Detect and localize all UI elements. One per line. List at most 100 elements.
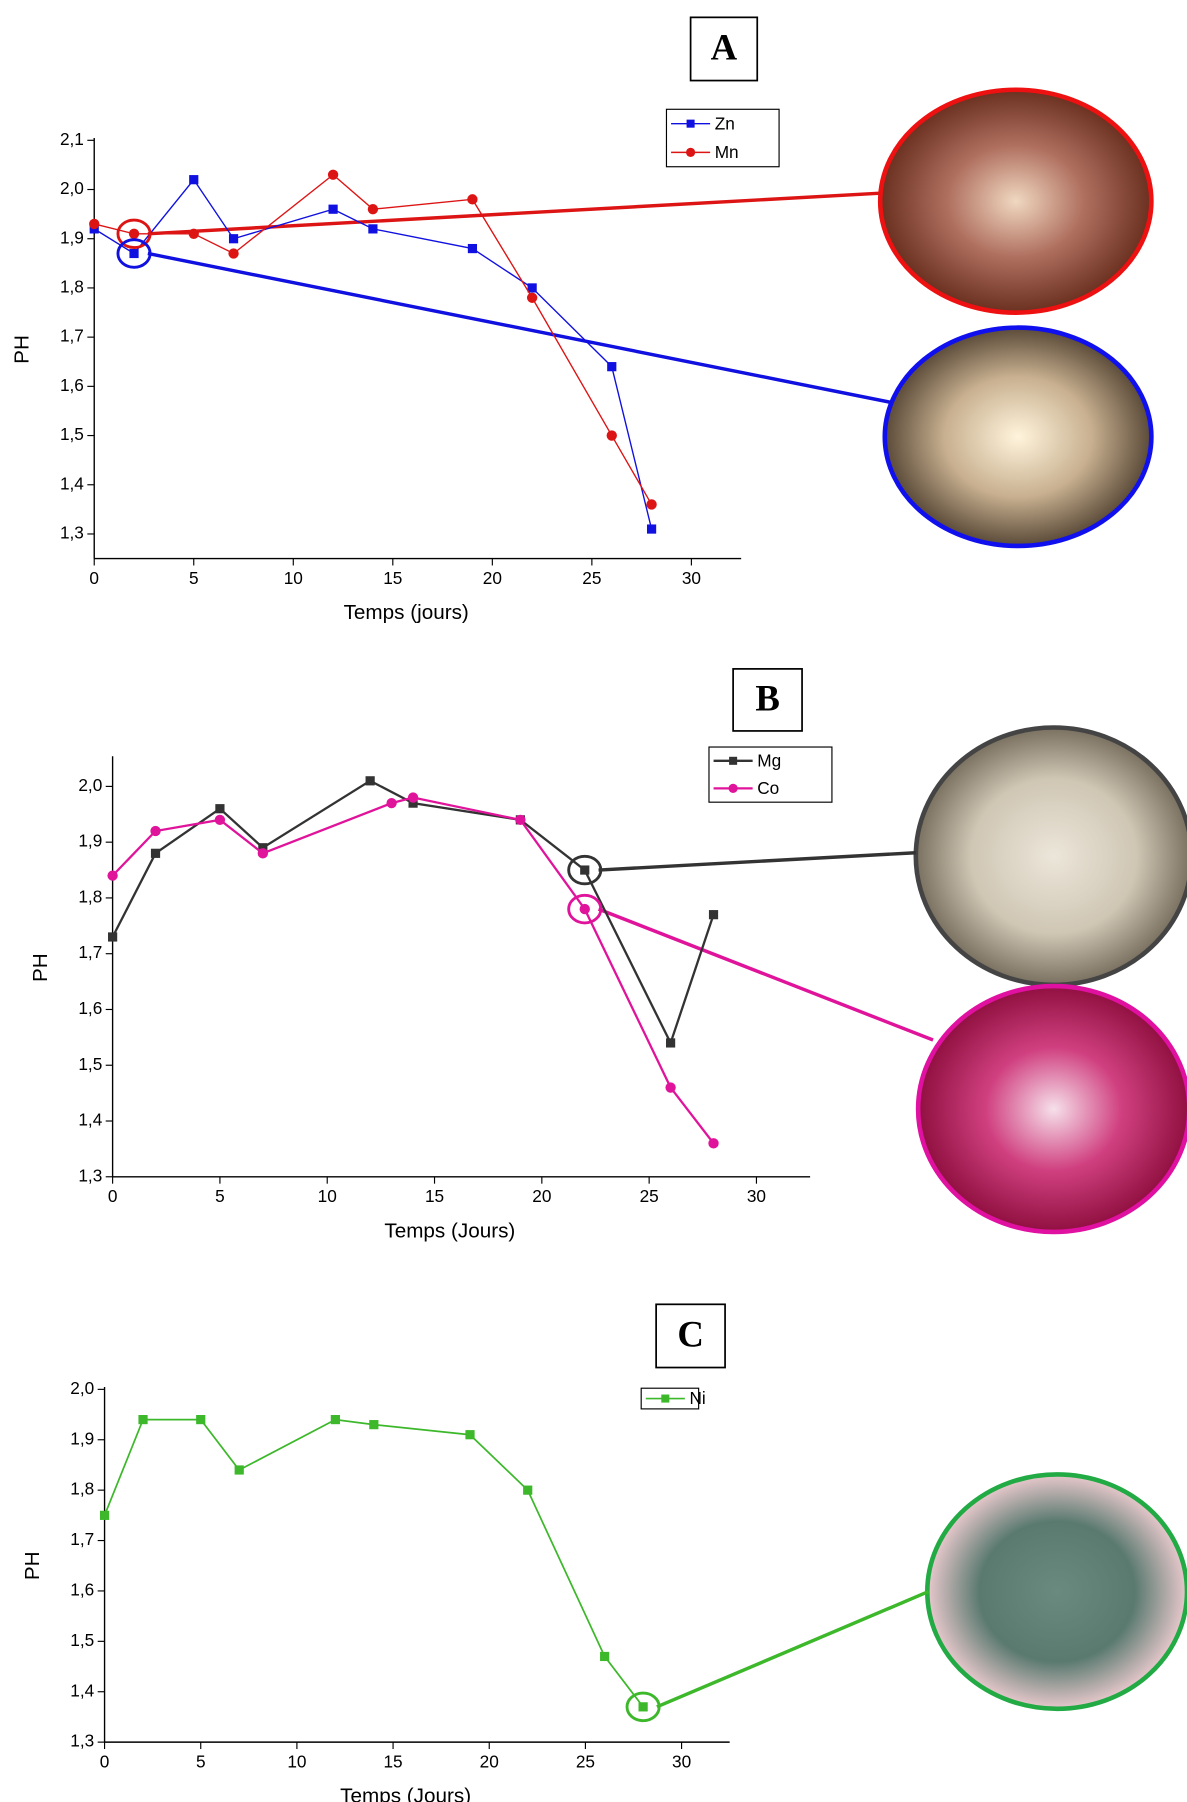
x-tick-label: 0 [89,568,99,588]
marker [151,849,160,858]
marker [515,815,525,825]
marker [366,776,375,785]
x-tick-label: 30 [747,1186,766,1206]
y-tick-label: 1,3 [70,1731,94,1751]
series-line [105,1420,644,1707]
marker [368,204,378,214]
x-tick-label: 0 [108,1186,118,1206]
marker [607,362,616,371]
x-tick-label: 20 [480,1751,499,1771]
x-tick-label: 0 [100,1751,110,1771]
legend-label: Mn [715,142,739,162]
micrograph [918,986,1187,1232]
marker [235,1465,244,1474]
marker [368,224,377,233]
marker [215,815,225,825]
marker [196,1415,205,1424]
x-tick-label: 10 [287,1751,306,1771]
marker [639,1702,648,1711]
connector [657,1592,929,1707]
marker [607,430,617,440]
x-tick-label: 15 [383,568,402,588]
x-tick-label: 20 [532,1186,551,1206]
y-tick-label: 1,6 [60,375,84,395]
legend-label: Co [757,778,779,798]
marker [666,1038,675,1047]
marker [709,910,718,919]
marker [369,1420,378,1429]
connector [599,853,916,870]
series-line [113,781,714,1043]
legend-label: Mg [757,751,781,771]
legend-label: Zn [715,113,735,133]
x-tick-label: 10 [318,1186,337,1206]
y-tick-label: 1,5 [78,1054,102,1074]
micrograph [880,90,1151,313]
x-axis-label: Temps (jours) [344,601,469,624]
marker [138,1415,147,1424]
marker [89,219,99,229]
y-tick-label: 1,7 [78,942,102,962]
x-tick-label: 25 [582,568,601,588]
y-tick-label: 1,9 [78,831,102,851]
legend-label: Ni [689,1388,705,1408]
marker [129,229,139,239]
marker [229,234,238,243]
panel-label: A [711,27,738,68]
marker [189,229,199,239]
x-tick-label: 15 [425,1186,444,1206]
legend-marker [729,757,737,765]
marker [107,870,117,880]
x-tick-label: 5 [189,568,199,588]
marker [600,1652,609,1661]
figure: A 0 5 10 15 20 25 30 1,3 1,4 1,5 1,6 1,7 1,8 1,9 2,0 2,1… [0,0,1187,1802]
micrograph [916,727,1187,984]
marker [527,293,537,303]
marker [467,194,477,204]
y-tick-label: 1,3 [78,1165,102,1185]
marker [100,1511,109,1520]
y-tick-label: 1,3 [60,523,84,543]
marker [189,175,198,184]
marker [108,932,117,941]
series-line [113,798,714,1144]
marker [331,1415,340,1424]
x-tick-label: 25 [576,1751,595,1771]
marker [523,1486,532,1495]
y-tick-label: 1,5 [70,1630,94,1650]
x-tick-label: 5 [196,1751,206,1771]
marker [258,848,268,858]
marker [215,804,224,813]
legend-marker [661,1395,669,1403]
marker [408,792,418,802]
micrograph [927,1474,1187,1708]
micrograph [885,328,1152,546]
marker [647,524,656,533]
y-tick-label: 2,0 [60,178,84,198]
y-tick-label: 1,6 [78,998,102,1018]
connector [599,909,934,1040]
y-tick-label: 1,8 [60,276,84,296]
x-tick-label: 30 [672,1751,691,1771]
series-line [94,175,651,505]
x-tick-label: 10 [284,568,303,588]
x-axis-label: Temps (Jours) [384,1219,515,1242]
legend-marker [687,120,695,128]
legend-marker [686,148,695,157]
x-tick-label: 30 [682,568,701,588]
y-tick-label: 1,8 [70,1479,94,1499]
marker [468,244,477,253]
y-tick-label: 1,9 [60,227,84,247]
x-tick-label: 25 [640,1186,659,1206]
marker [386,798,396,808]
panel-label: B [755,678,780,719]
y-axis-label: PH [10,335,33,364]
y-tick-label: 1,5 [60,424,84,444]
marker [328,205,337,214]
marker [665,1082,675,1092]
y-tick-label: 2,1 [60,129,84,149]
y-tick-label: 1,4 [70,1680,94,1700]
y-tick-label: 1,7 [70,1529,94,1549]
y-axis-label: PH [29,953,52,982]
y-tick-label: 1,4 [78,1110,102,1130]
